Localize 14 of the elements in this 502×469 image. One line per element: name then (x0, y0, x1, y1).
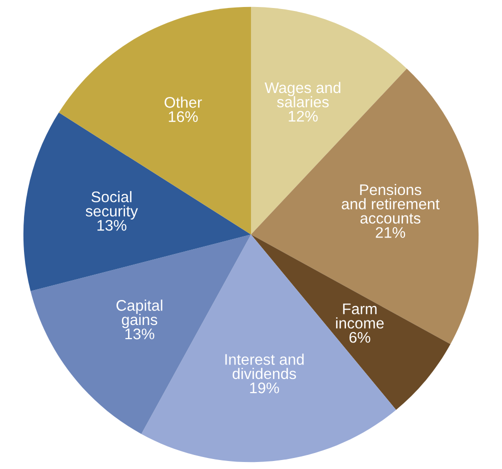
data-label: 6% (349, 332, 370, 343)
slice-label: Capital gains (116, 300, 162, 328)
data-label: 12% (288, 110, 318, 122)
slice-label: Other (164, 96, 202, 108)
data-label: 13% (125, 328, 154, 340)
data-label: 16% (168, 111, 198, 122)
data-label: 19% (250, 382, 280, 394)
data-label: 13% (98, 220, 126, 231)
slice-label: Pensions and retirement accounts (342, 184, 440, 224)
slice-label: Social security (86, 191, 138, 220)
slice-label: Farm income (336, 304, 384, 329)
slice-label: Interest and dividends (225, 354, 304, 380)
slice-label: Wages and salaries (264, 82, 340, 108)
data-label: 21% (376, 227, 406, 238)
